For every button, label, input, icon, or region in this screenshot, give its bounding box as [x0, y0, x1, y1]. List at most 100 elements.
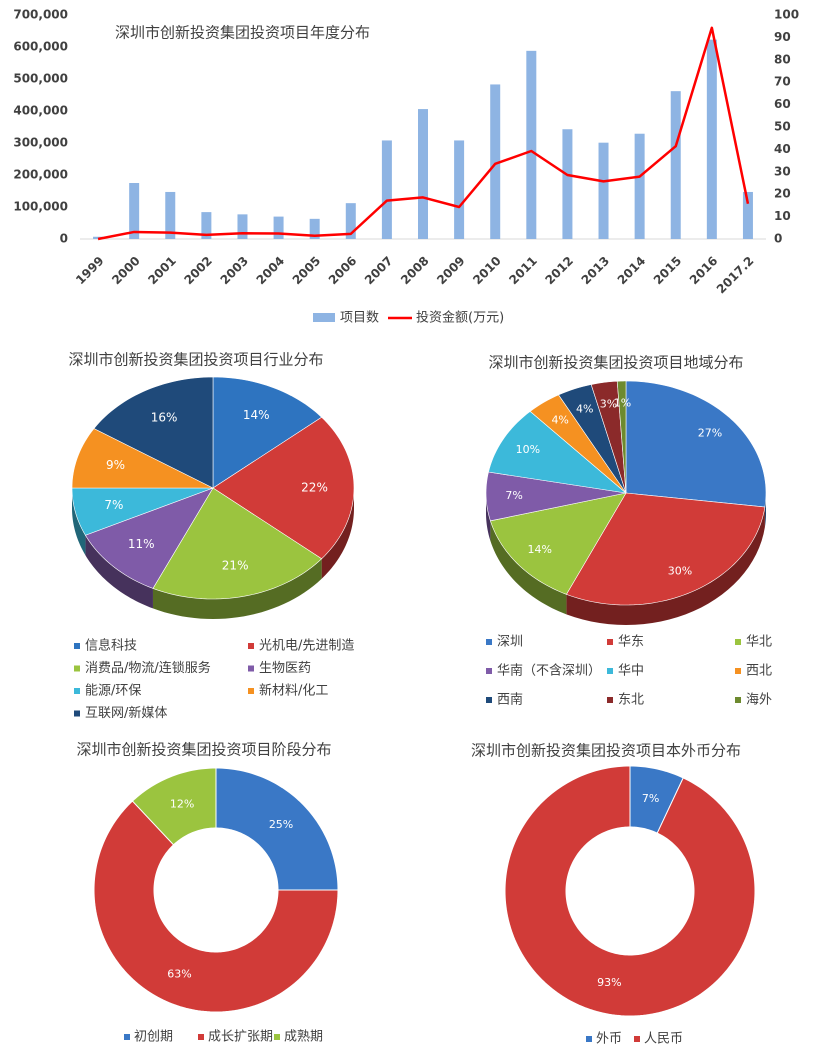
x-tick-label: 2009	[434, 254, 468, 288]
slice-percent-label: 4%	[551, 414, 568, 427]
bar-project-count	[237, 214, 248, 239]
legend-label: 人民币	[644, 1032, 683, 1047]
slice-华中	[488, 410, 627, 494]
x-tick-label: 2012	[542, 254, 576, 288]
x-tick-label: 2001	[145, 254, 179, 288]
bar-project-count	[418, 109, 428, 239]
currency-donut: 深圳市创新投资集团投资项目本外币分布 7% 93% 外币 人民币	[471, 742, 756, 1047]
bar-project-count	[634, 133, 645, 239]
slice-percent-label: 11%	[128, 537, 155, 551]
segment-percent-label: 12%	[170, 797, 194, 810]
bar-project-count	[309, 218, 320, 239]
stage-donut: 深圳市创新投资集团投资项目阶段分布 25% 63% 12% 初创期 成长扩张期 成熟期	[76, 741, 339, 1045]
slice-percent-label: 30%	[668, 565, 692, 578]
legend-label: 消费品/物流/连锁服务	[85, 660, 211, 676]
x-tick-label: 2013	[579, 254, 613, 288]
x-tick-label: 2016	[687, 254, 721, 288]
y-right-tick-label: 40	[774, 142, 791, 156]
slice-side	[490, 520, 567, 615]
slice-percent-label: 1%	[614, 396, 631, 409]
legend-label: 外币	[596, 1032, 622, 1047]
bar-project-count	[742, 191, 753, 239]
legend-swatch	[735, 697, 741, 703]
legend-swatch	[486, 697, 492, 703]
bar-project-count	[670, 91, 681, 239]
industry-pie-title: 深圳市创新投资集团投资项目行业分布	[68, 351, 323, 369]
segment-percent-label: 93%	[597, 976, 621, 989]
bar-project-count	[165, 191, 176, 239]
y-left-tick-label: 700,000	[13, 8, 68, 22]
bar-project-count	[201, 212, 212, 239]
legend-swatch	[607, 639, 613, 645]
slice-华南（不含深圳）	[485, 471, 627, 522]
currency-donut-title: 深圳市创新投资集团投资项目本外币分布	[471, 742, 741, 760]
legend-swatch	[124, 1034, 130, 1040]
x-tick-label: 2007	[362, 254, 396, 288]
y-left-tick-label: 0	[60, 232, 68, 246]
legend-label: 生物医药	[259, 661, 311, 676]
x-tick-label: 2004	[254, 254, 288, 288]
legend-label: 成熟期	[284, 1029, 323, 1045]
bar-project-count	[345, 203, 356, 239]
segment-成熟期	[131, 767, 217, 846]
legend-label: 新材料/化工	[259, 683, 328, 699]
y-left-tick-label: 400,000	[13, 104, 68, 118]
legend-swatch	[198, 1034, 204, 1040]
line-investment-amount	[97, 26, 750, 241]
slice-percent-label: 3%	[600, 398, 617, 411]
legend-label: 华南（不含深圳）	[497, 663, 601, 679]
legend-swatch	[735, 668, 741, 674]
slice-深圳	[625, 380, 767, 508]
legend-label-project-count: 项目数	[340, 311, 379, 326]
y-right-tick-label: 70	[774, 75, 791, 89]
x-tick-label: 2015	[651, 254, 685, 288]
slice-能源/环保	[71, 487, 214, 536]
slice-新材料/化工	[71, 428, 214, 489]
x-tick-label: 2010	[470, 254, 504, 288]
bar-project-count	[598, 142, 609, 239]
slice-光机电/先进制造	[212, 416, 355, 560]
legend-label: 成长扩张期	[208, 1030, 273, 1045]
y-right-tick-label: 30	[774, 164, 791, 178]
legend-swatch-project-count	[313, 313, 335, 322]
legend-swatch	[586, 1036, 592, 1042]
legend-swatch	[248, 665, 254, 672]
legend-swatch	[486, 639, 492, 645]
slice-消费品/物流/连锁服务	[152, 487, 323, 600]
y-left-tick-label: 200,000	[13, 168, 68, 182]
legend-label: 西北	[746, 664, 772, 679]
legend-label: 能源/环保	[85, 684, 141, 699]
y-right-tick-label: 100	[774, 8, 799, 22]
legend-label: 西南	[497, 692, 523, 708]
legend-swatch	[486, 668, 492, 674]
legend-swatch	[735, 639, 741, 645]
x-tick-label: 2006	[326, 254, 360, 288]
slice-percent-label: 27%	[698, 427, 722, 440]
legend-swatch	[74, 688, 80, 694]
legend-swatch	[248, 688, 254, 694]
legend-label: 互联网/新媒体	[85, 705, 167, 721]
slice-percent-label: 10%	[516, 443, 540, 456]
annual-chart-title: 深圳市创新投资集团投资项目年度分布	[115, 24, 370, 42]
slice-西北	[529, 394, 627, 494]
slice-海外	[616, 380, 627, 494]
industry-pie: 深圳市创新投资集团投资项目行业分布 14% 22% 21% 11% 7% 9% 16% 信息科技…	[68, 351, 354, 722]
segment-percent-label: 7%	[642, 792, 659, 805]
x-tick-label: 2002	[181, 254, 215, 288]
x-tick-label: 2003	[218, 254, 252, 288]
bar-project-count	[562, 129, 573, 239]
legend-label: 初创期	[134, 1030, 173, 1045]
y-right-tick-label: 80	[774, 52, 791, 66]
legend-swatch	[74, 710, 80, 717]
slice-side	[566, 507, 765, 625]
legend-label: 深圳	[497, 635, 523, 650]
segment-人民币	[504, 765, 756, 1017]
slice-华北	[490, 492, 627, 595]
bar-project-count	[273, 216, 284, 239]
slice-华东	[565, 492, 766, 606]
legend-label: 华中	[618, 664, 644, 679]
legend-swatch	[248, 643, 254, 649]
slice-percent-label: 9%	[106, 458, 125, 472]
y-left-tick-label: 300,000	[13, 136, 68, 150]
